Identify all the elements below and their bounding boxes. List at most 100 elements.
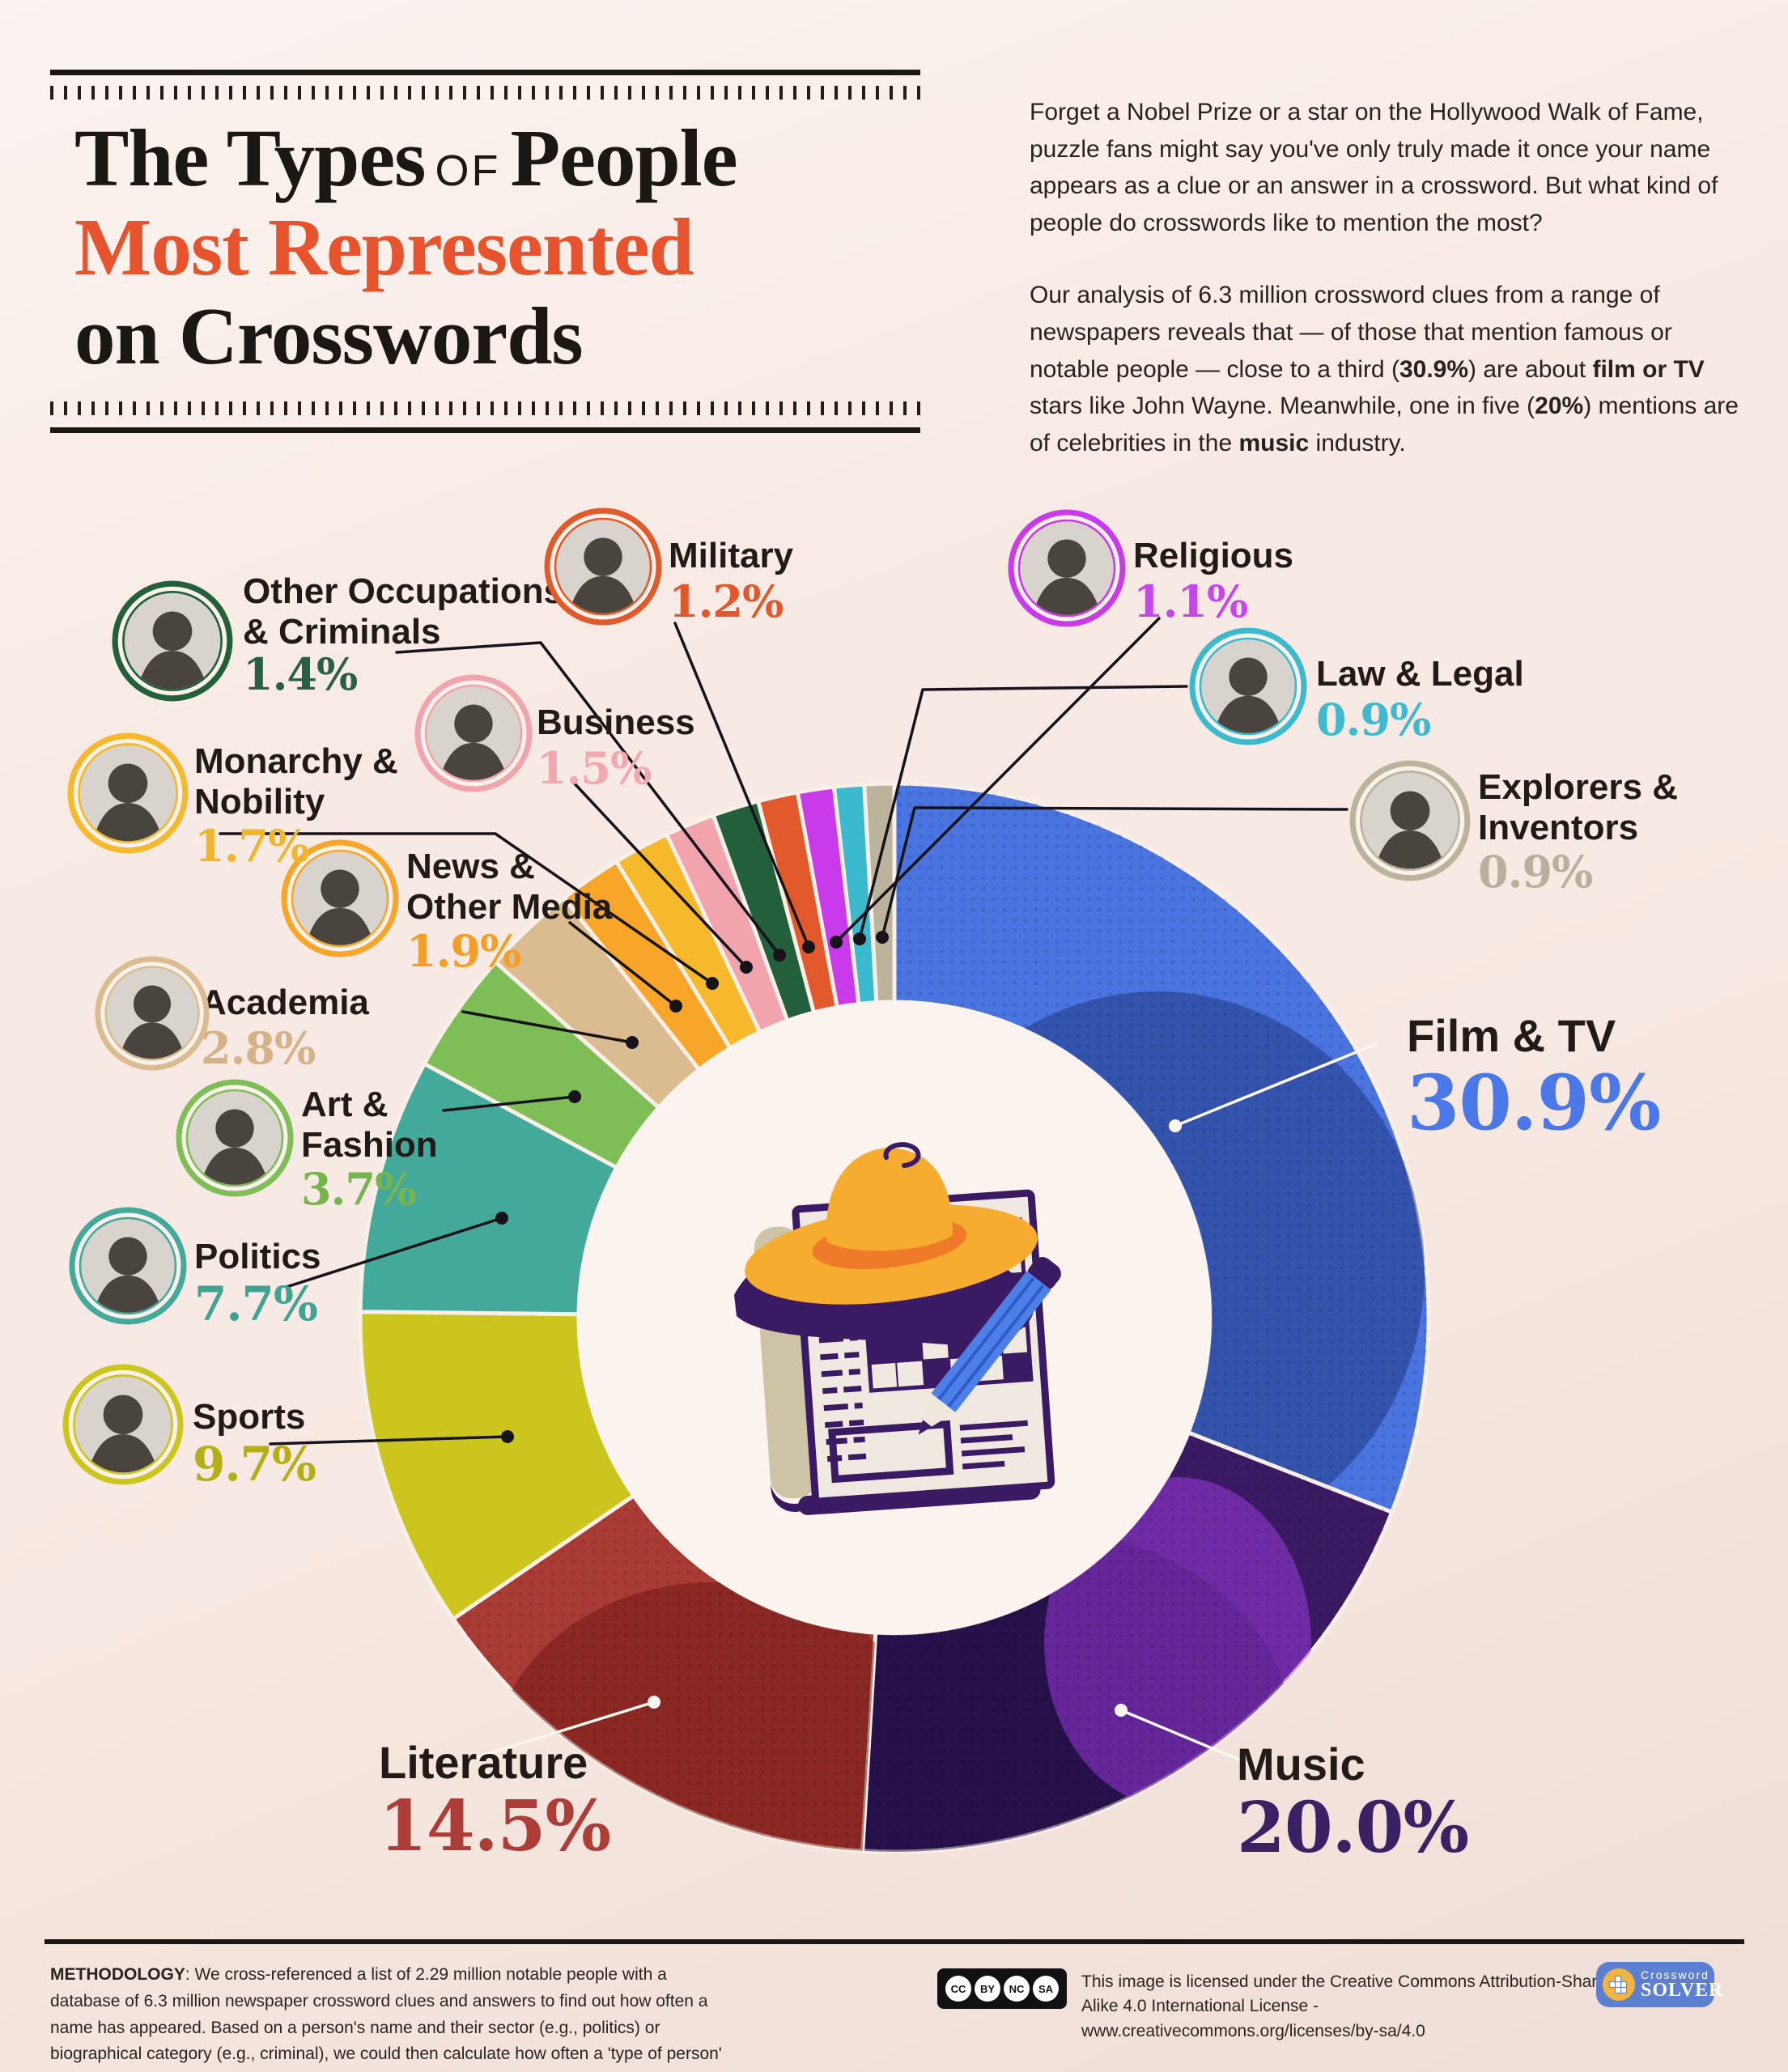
category-label-military: Military	[669, 536, 794, 575]
portrait-religious	[1007, 508, 1127, 628]
slice-religious	[795, 784, 861, 1009]
title-line-1: The Types OF People	[74, 113, 738, 203]
portrait-photo	[95, 956, 210, 1071]
callout-dot-explorers	[876, 931, 889, 944]
crossword-solver-logo: Crossword SOLVER	[1596, 1962, 1723, 2007]
category-label-music: Music	[1237, 1739, 1365, 1790]
portrait-photo	[69, 1207, 187, 1325]
callout-line-academia	[461, 1010, 634, 1044]
portrait-business	[414, 673, 533, 793]
portrait-photo	[1349, 760, 1471, 881]
callout-line-business	[570, 779, 748, 969]
category-percent-academia: 2.8%	[201, 1022, 316, 1074]
callout-dot-academia	[626, 1036, 639, 1049]
callout-dot-politics	[495, 1212, 508, 1225]
category-percent-monarchy: 1.7%	[194, 820, 309, 872]
crossword-illustration	[734, 1142, 1061, 1515]
header-dotted-bottom	[50, 401, 920, 415]
category-label-business: Business	[537, 703, 695, 742]
callout-dot-business	[740, 961, 753, 974]
portrait-monarchy	[66, 732, 189, 855]
license-text: This image is licensed under the Creativ…	[1081, 1972, 1607, 2040]
cc-nc-icon: NC	[1004, 1976, 1030, 2002]
category-label-news_media: News & Other Media	[406, 847, 613, 928]
callout-line-monarchy	[219, 832, 714, 985]
portrait-photo	[67, 732, 189, 854]
callout-dot-literature	[648, 1696, 660, 1709]
category-percent-sports: 9.7%	[193, 1437, 316, 1492]
logo-text-solver: SOLVER	[1641, 1980, 1724, 2001]
portrait-law_legal	[1188, 626, 1308, 746]
callout-line-politics	[285, 1216, 503, 1289]
cc-sa-icon: SA	[1033, 1976, 1059, 2002]
category-percent-music: 20.0%	[1237, 1787, 1469, 1869]
callout-line-music	[1119, 1709, 1256, 1768]
portrait-photo	[414, 674, 533, 792]
portrait-photo	[544, 507, 662, 626]
portrait-news_media	[280, 839, 400, 958]
callout-line-sports	[269, 1435, 509, 1446]
portrait-military	[543, 507, 663, 626]
caption-lines	[959, 1420, 1028, 1470]
callout-dot-law_legal	[853, 932, 866, 945]
callout-line-other_occ	[395, 641, 781, 957]
photo-hint-literature	[452, 1495, 876, 1851]
slice-other_occ	[711, 799, 816, 1023]
slice-academia	[493, 895, 702, 1110]
category-label-religious: Religious	[1133, 536, 1294, 575]
slice-sports	[358, 1310, 636, 1621]
category-percent-business: 1.5%	[537, 742, 652, 794]
category-percent-politics: 7.7%	[194, 1276, 318, 1331]
category-percent-law_legal: 0.9%	[1316, 694, 1431, 745]
slice-news_media	[562, 859, 733, 1072]
slice-military	[756, 790, 839, 1015]
category-percent-news_media: 1.9%	[406, 925, 521, 977]
category-label-other_occ: Other Occupations & Criminals	[243, 571, 564, 652]
header-rule-bottom	[50, 427, 920, 433]
category-percent-other_occ: 1.4%	[243, 648, 358, 700]
slice-monarchy	[614, 832, 762, 1051]
intro-text: Forget a Nobel Prize or a star on the Ho…	[1030, 94, 1745, 497]
intro-paragraph-2: Our analysis of 6.3 million crossword cl…	[1030, 282, 1739, 456]
callout-dot-art_fashion	[568, 1090, 581, 1103]
callout-line-news_media	[568, 921, 677, 1008]
title-line-2: Most Represented	[74, 202, 694, 293]
slice-explorers	[862, 781, 897, 1005]
header-rule-top	[50, 70, 920, 75]
callout-line-religious	[835, 617, 1161, 944]
category-label-politics: Politics	[194, 1237, 321, 1276]
callout-line-law_legal	[858, 685, 1188, 940]
category-percent-art_fashion: 3.7%	[301, 1163, 416, 1215]
callout-line-film_tv	[1174, 1042, 1378, 1127]
header-dotted-top	[50, 86, 920, 100]
cc-cc-icon: CC	[945, 1976, 971, 2002]
portrait-photo	[62, 1364, 184, 1485]
callout-dot-sports	[501, 1430, 514, 1443]
answer-box	[828, 1420, 954, 1484]
slice-business	[665, 813, 790, 1034]
slice-law_legal	[831, 782, 879, 1006]
portrait-other_occ	[111, 580, 234, 703]
category-label-law_legal: Law & Legal	[1316, 654, 1524, 694]
category-label-explorers: Explorers & Inventors	[1478, 767, 1678, 848]
methodology-text: METHODOLOGY: We cross-referenced a list …	[50, 1965, 722, 2072]
logo-text-crossword: Crossword	[1641, 1968, 1709, 1981]
intro-paragraph-1: Forget a Nobel Prize or a star on the Ho…	[1030, 99, 1718, 236]
category-label-film_tv: Film & TV	[1407, 1010, 1616, 1061]
callout-dot-monarchy	[706, 977, 719, 990]
slice-politics	[358, 1061, 619, 1317]
footer-rule	[45, 1939, 1744, 1944]
solver-badge-icon	[1603, 1968, 1635, 2001]
callout-dot-military	[802, 940, 815, 953]
portrait-photo	[176, 1079, 294, 1197]
category-label-sports: Sports	[193, 1397, 306, 1437]
portrait-art_fashion	[175, 1078, 295, 1198]
portrait-photo	[1008, 509, 1126, 627]
page-title: The Types OF People Most Represented on Cr…	[74, 113, 949, 380]
category-percent-film_tv: 30.9%	[1407, 1059, 1661, 1148]
title-line-3: on Crosswords	[74, 291, 584, 382]
callout-dot-religious	[830, 936, 843, 949]
category-label-academia: Academia	[201, 983, 369, 1022]
category-label-monarchy: Monarchy & Nobility	[194, 741, 398, 822]
